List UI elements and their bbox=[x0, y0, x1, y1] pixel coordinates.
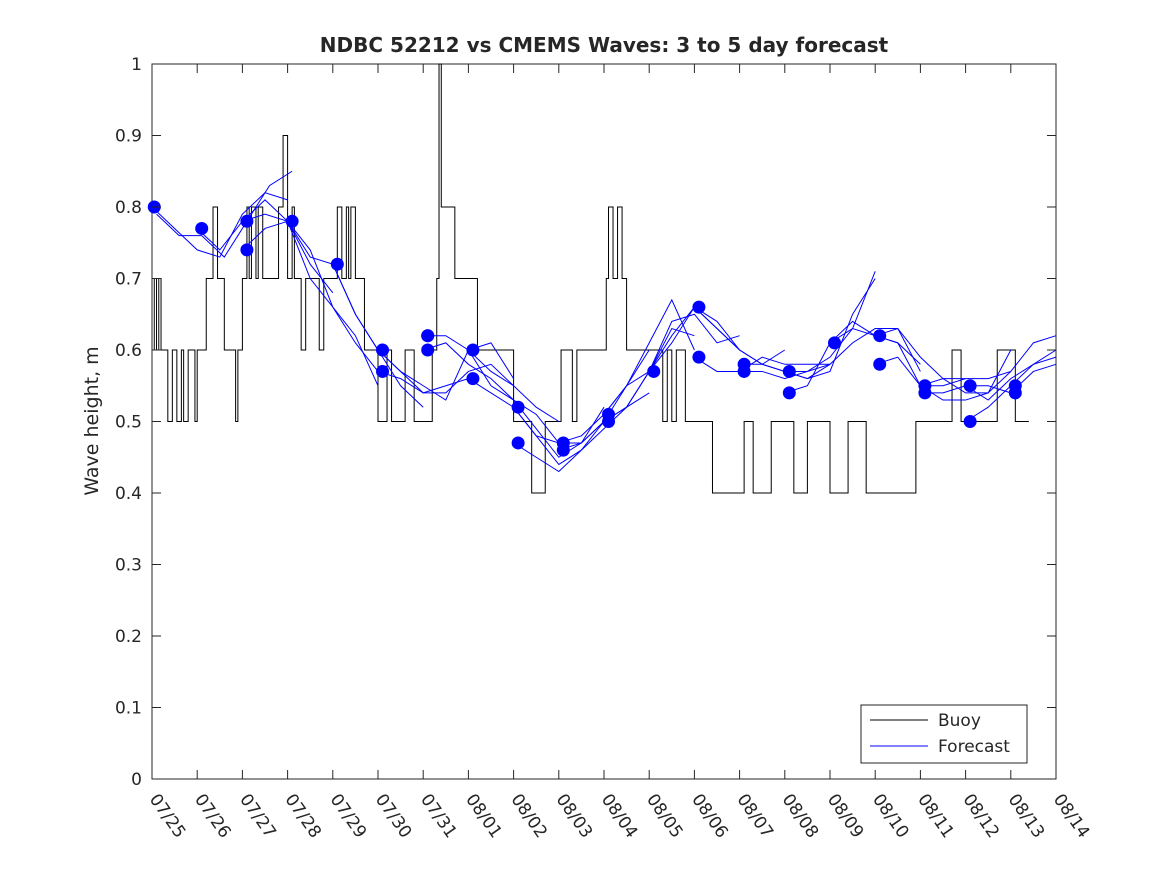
x-tick-label: 08/10 bbox=[868, 790, 912, 842]
buoy-series bbox=[152, 63, 1029, 494]
forecast-marker bbox=[647, 364, 661, 378]
x-tick-label: 08/12 bbox=[959, 790, 1003, 842]
plot-area bbox=[147, 63, 1057, 780]
forecast-marker bbox=[421, 343, 435, 357]
x-tick-label: 08/02 bbox=[507, 790, 551, 842]
forecast-line bbox=[920, 335, 1057, 387]
forecast-marker bbox=[466, 372, 480, 386]
forecast-marker bbox=[421, 329, 435, 343]
forecast-line bbox=[242, 213, 379, 386]
forecast-marker bbox=[828, 336, 842, 350]
x-tick-label: 07/30 bbox=[371, 790, 415, 842]
y-tick-label: 0.1 bbox=[115, 699, 142, 719]
forecast-marker bbox=[240, 243, 254, 257]
y-tick-label: 0 bbox=[131, 770, 142, 790]
forecast-line bbox=[377, 342, 515, 401]
x-tick-label: 08/04 bbox=[597, 790, 641, 842]
x-tick-label: 07/28 bbox=[281, 790, 325, 842]
x-tick-label: 07/31 bbox=[416, 790, 460, 842]
forecast-start-markers bbox=[147, 200, 1022, 457]
y-tick-label: 0.2 bbox=[115, 627, 142, 647]
forecast-line bbox=[377, 363, 514, 394]
x-tick-label: 08/03 bbox=[552, 790, 596, 842]
forecast-marker bbox=[782, 386, 796, 400]
buoy-line bbox=[152, 63, 1029, 494]
x-tick-label: 07/27 bbox=[235, 790, 279, 842]
y-axis: 0 0.1 0.2 0.3 0.4 0.5 0.6 0.7 0.8 0.9 1 bbox=[115, 55, 1056, 790]
forecast-marker bbox=[330, 257, 344, 271]
forecast-line bbox=[156, 170, 293, 258]
forecast-line bbox=[423, 335, 560, 422]
x-tick-label: 08/05 bbox=[642, 790, 686, 842]
x-tick-label: 08/14 bbox=[1049, 790, 1093, 842]
forecast-marker bbox=[376, 364, 390, 378]
forecast-marker bbox=[511, 436, 525, 450]
x-tick-label: 07/25 bbox=[145, 790, 189, 842]
forecast-marker bbox=[240, 214, 254, 228]
forecast-marker bbox=[376, 343, 390, 357]
forecast-marker bbox=[195, 221, 209, 235]
legend-buoy-label: Buoy bbox=[938, 711, 981, 731]
x-tick-label: 08/13 bbox=[1004, 790, 1048, 842]
x-tick-label: 08/08 bbox=[778, 790, 822, 842]
forecast-marker bbox=[556, 443, 570, 457]
x-tick-label: 08/06 bbox=[687, 790, 731, 842]
y-tick-label: 0.9 bbox=[115, 127, 142, 147]
x-tick-label: 08/01 bbox=[461, 790, 505, 842]
y-tick-label: 1 bbox=[131, 55, 142, 75]
y-axis-label: Wave height, m bbox=[81, 346, 103, 495]
x-tick-label: 08/09 bbox=[823, 790, 867, 842]
legend-forecast-label: Forecast bbox=[938, 737, 1010, 757]
forecast-line bbox=[423, 342, 560, 444]
forecast-marker bbox=[692, 300, 706, 314]
x-tick-label: 08/11 bbox=[913, 790, 957, 842]
y-tick-label: 0.4 bbox=[115, 484, 142, 504]
forecast-marker bbox=[782, 364, 796, 378]
y-tick-label: 0.5 bbox=[115, 413, 142, 433]
forecast-marker bbox=[963, 379, 977, 393]
forecast-marker bbox=[602, 415, 616, 428]
y-tick-label: 0.8 bbox=[115, 198, 142, 218]
y-tick-label: 0.7 bbox=[115, 270, 142, 290]
forecast-marker bbox=[873, 329, 887, 343]
forecast-marker bbox=[1008, 386, 1022, 400]
x-tick-label: 07/26 bbox=[190, 790, 234, 842]
forecast-marker bbox=[285, 214, 299, 228]
forecast-line bbox=[196, 199, 334, 294]
x-tick-label: 08/07 bbox=[733, 790, 777, 842]
forecast-marker bbox=[963, 415, 977, 428]
forecast-line bbox=[694, 356, 830, 372]
y-tick-label: 0.6 bbox=[115, 341, 142, 361]
chart-title: NDBC 52212 vs CMEMS Waves: 3 to 5 day fo… bbox=[320, 33, 889, 57]
forecast-marker bbox=[466, 343, 480, 357]
x-tick-label: 07/29 bbox=[326, 790, 370, 842]
forecast-marker bbox=[873, 357, 887, 371]
y-tick-label: 0.3 bbox=[115, 556, 142, 576]
forecast-line bbox=[829, 320, 966, 387]
forecast-line bbox=[242, 220, 379, 372]
forecast-marker bbox=[511, 400, 525, 414]
forecast-marker bbox=[918, 386, 932, 400]
forecast-marker bbox=[737, 364, 751, 378]
legend: Buoy Forecast bbox=[860, 704, 1028, 764]
forecast-line bbox=[603, 313, 740, 422]
forecast-marker bbox=[692, 350, 706, 364]
legend-box bbox=[860, 704, 1028, 764]
forecast-line bbox=[875, 349, 1012, 401]
